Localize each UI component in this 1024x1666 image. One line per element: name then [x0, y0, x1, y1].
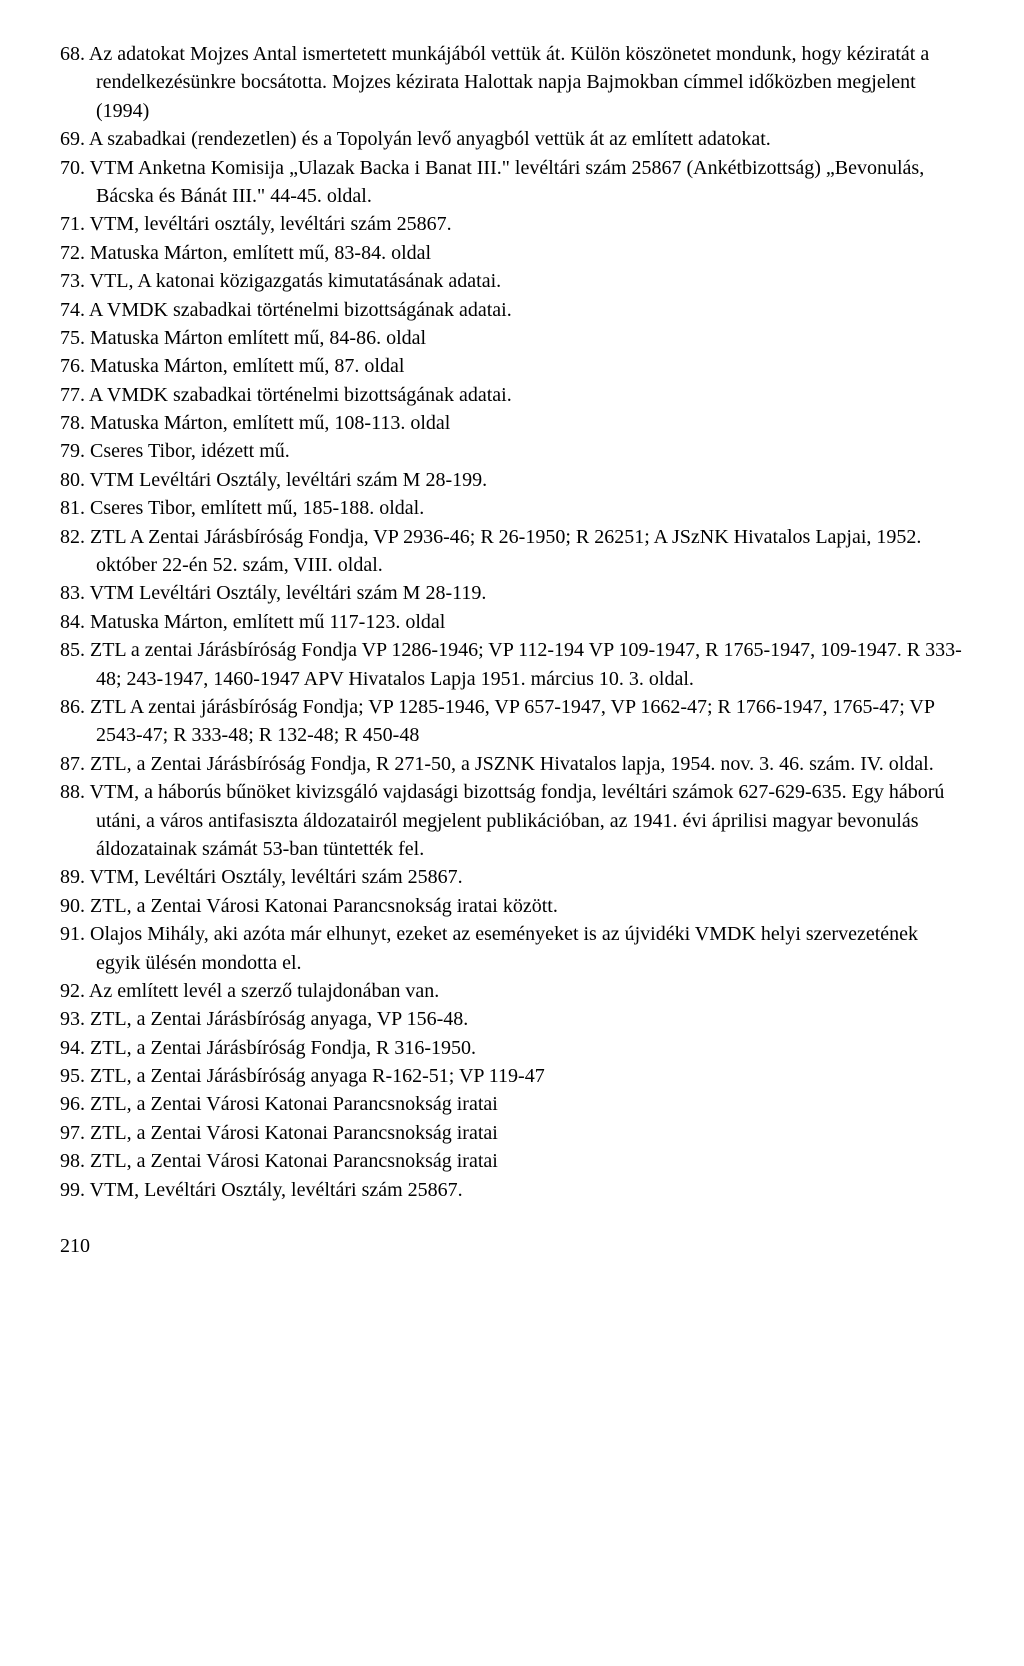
footnote-entry: 95. ZTL, a Zentai Járásbíróság anyaga R-…	[60, 1062, 964, 1090]
footnote-entry: 99. VTM, Levéltári Osztály, levéltári sz…	[60, 1176, 964, 1204]
footnote-entry: 73. VTL, A katonai közigazgatás kimutatá…	[60, 267, 964, 295]
footnote-entry: 85. ZTL a zentai Járásbíróság Fondja VP …	[60, 636, 964, 693]
footnote-entry: 70. VTM Anketna Komisija „Ulazak Backa i…	[60, 154, 964, 211]
footnote-entry: 79. Cseres Tibor, idézett mű.	[60, 437, 964, 465]
footnote-entry: 97. ZTL, a Zentai Városi Katonai Parancs…	[60, 1119, 964, 1147]
footnote-entry: 75. Matuska Márton említett mű, 84-86. o…	[60, 324, 964, 352]
footnote-entry: 83. VTM Levéltári Osztály, levéltári szá…	[60, 579, 964, 607]
footnote-list: 68. Az adatokat Mojzes Antal ismertetett…	[60, 40, 964, 1204]
footnote-entry: 87. ZTL, a Zentai Járásbíróság Fondja, R…	[60, 750, 964, 778]
document-page: 68. Az adatokat Mojzes Antal ismertetett…	[0, 0, 1024, 1300]
footnote-entry: 84. Matuska Márton, említett mű 117-123.…	[60, 608, 964, 636]
footnote-entry: 76. Matuska Márton, említett mű, 87. old…	[60, 352, 964, 380]
footnote-entry: 89. VTM, Levéltári Osztály, levéltári sz…	[60, 863, 964, 891]
footnote-entry: 71. VTM, levéltári osztály, levéltári sz…	[60, 210, 964, 238]
footnote-entry: 74. A VMDK szabadkai történelmi bizottsá…	[60, 296, 964, 324]
footnote-entry: 96. ZTL, a Zentai Városi Katonai Parancs…	[60, 1090, 964, 1118]
footnote-entry: 86. ZTL A zentai járásbíróság Fondja; VP…	[60, 693, 964, 750]
footnote-entry: 68. Az adatokat Mojzes Antal ismertetett…	[60, 40, 964, 125]
footnote-entry: 80. VTM Levéltári Osztály, levéltári szá…	[60, 466, 964, 494]
footnote-entry: 72. Matuska Márton, említett mű, 83-84. …	[60, 239, 964, 267]
footnote-entry: 82. ZTL A Zentai Járásbíróság Fondja, VP…	[60, 523, 964, 580]
footnote-entry: 92. Az említett levél a szerző tulajdoná…	[60, 977, 964, 1005]
footnote-entry: 91. Olajos Mihály, aki azóta már elhunyt…	[60, 920, 964, 977]
footnote-entry: 69. A szabadkai (rendezetlen) és a Topol…	[60, 125, 964, 153]
footnote-entry: 90. ZTL, a Zentai Városi Katonai Parancs…	[60, 892, 964, 920]
footnote-entry: 81. Cseres Tibor, említett mű, 185-188. …	[60, 494, 964, 522]
page-number: 210	[60, 1232, 964, 1260]
footnote-entry: 77. A VMDK szabadkai történelmi bizottsá…	[60, 381, 964, 409]
footnote-entry: 88. VTM, a háborús bűnöket kivizsgáló va…	[60, 778, 964, 863]
footnote-entry: 94. ZTL, a Zentai Járásbíróság Fondja, R…	[60, 1034, 964, 1062]
footnote-entry: 98. ZTL, a Zentai Városi Katonai Parancs…	[60, 1147, 964, 1175]
footnote-entry: 93. ZTL, a Zentai Járásbíróság anyaga, V…	[60, 1005, 964, 1033]
footnote-entry: 78. Matuska Márton, említett mű, 108-113…	[60, 409, 964, 437]
